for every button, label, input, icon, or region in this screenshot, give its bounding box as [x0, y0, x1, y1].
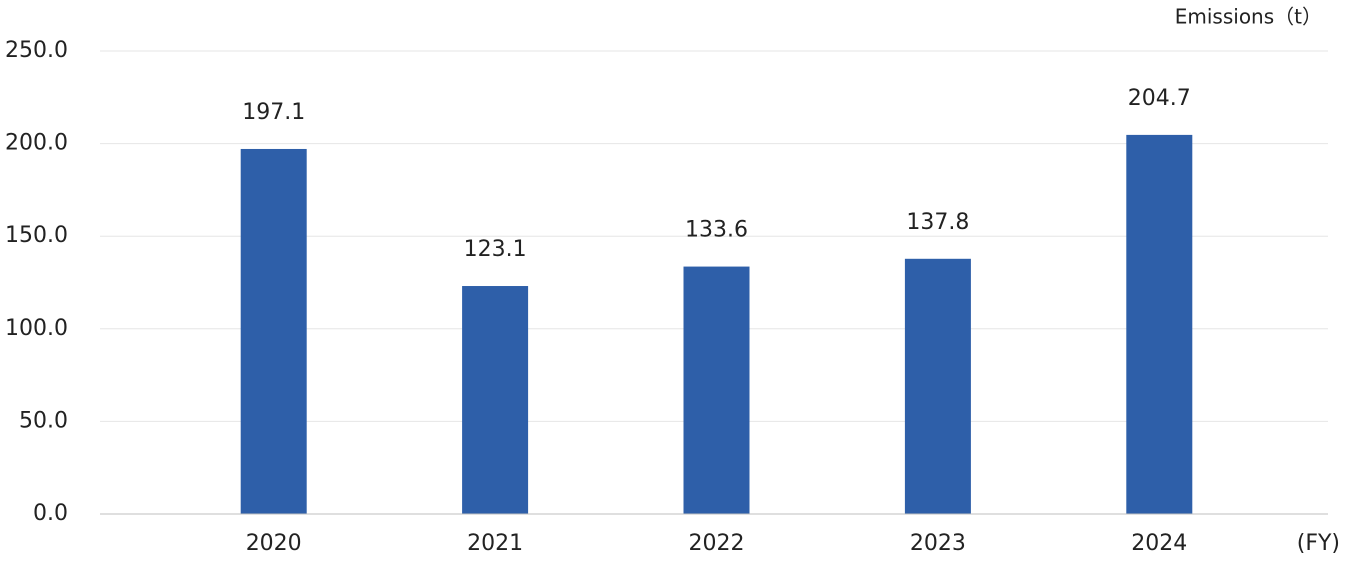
y-tick-label: 100.0	[5, 316, 68, 341]
bar	[683, 266, 750, 514]
x-tick-label: 2022	[689, 531, 745, 556]
x-tick-label: 2023	[910, 531, 966, 556]
value-label: 197.1	[242, 100, 305, 125]
y-tick-label: 250.0	[5, 38, 68, 63]
bar	[240, 148, 307, 514]
bar	[904, 258, 971, 514]
y-tick-label: 200.0	[5, 131, 68, 156]
value-label: 204.7	[1128, 86, 1191, 111]
value-label: 137.8	[906, 210, 969, 235]
value-label: 123.1	[464, 237, 527, 262]
x-tick-label: 2024	[1131, 531, 1187, 556]
value-label: 133.6	[685, 218, 748, 243]
bar	[1126, 134, 1193, 514]
x-tick-label: 2021	[467, 531, 523, 556]
y-tick-label: 150.0	[5, 223, 68, 248]
x-tick-label: 2020	[246, 531, 302, 556]
y-axis-label: Emissions（t）	[1175, 5, 1322, 29]
y-tick-label: 0.0	[33, 501, 68, 526]
x-axis-label: (FY)	[1297, 531, 1340, 556]
bar	[462, 286, 529, 514]
y-tick-label: 50.0	[19, 408, 68, 433]
